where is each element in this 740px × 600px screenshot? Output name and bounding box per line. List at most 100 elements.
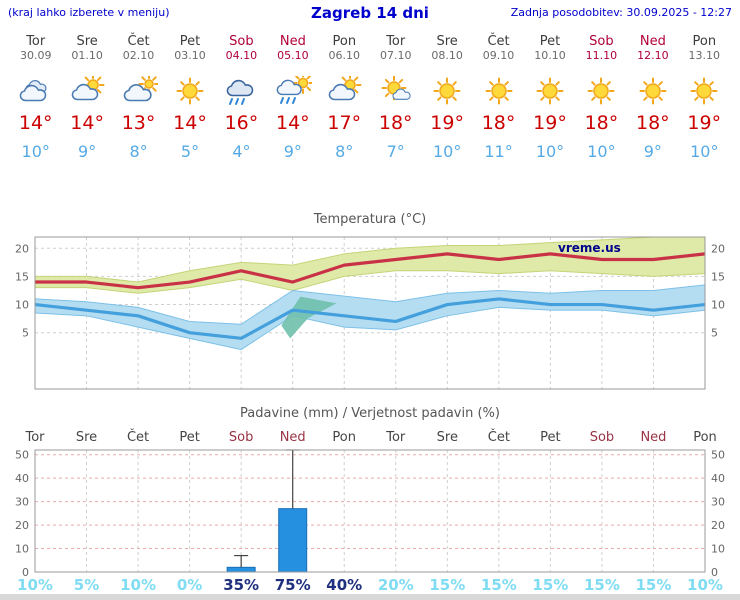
precipitation-chart: 0 0 10 10 20 20 30 30 40 40 50 50 bbox=[15, 449, 725, 579]
precip-probability: 15% bbox=[635, 576, 672, 594]
watermark: vreme.us bbox=[558, 241, 621, 255]
day-name: Ned bbox=[639, 34, 666, 49]
weather-icon-slot bbox=[370, 75, 421, 108]
svg-text:20: 20 bbox=[711, 519, 725, 532]
svg-text:20: 20 bbox=[15, 519, 29, 532]
horizontal-scrollbar[interactable] bbox=[0, 594, 740, 600]
forecast-day: Ned 05.10 14° 9° bbox=[267, 34, 318, 164]
day-date: 02.10 bbox=[122, 49, 155, 62]
svg-text:15: 15 bbox=[711, 270, 725, 283]
forecast-day: Sob 11.10 18° 10° bbox=[576, 34, 627, 164]
precip-probability: 15% bbox=[480, 576, 517, 594]
forecast-day: Pet 03.10 14° 5° bbox=[164, 34, 215, 164]
sunny-icon bbox=[485, 77, 513, 105]
temp-high: 19° bbox=[430, 112, 464, 134]
day-name: Pon bbox=[692, 34, 717, 49]
forecast-day: Čet 02.10 13° 8° bbox=[113, 34, 164, 164]
sun-rain-icon bbox=[276, 72, 314, 104]
day-date: 09.10 bbox=[482, 49, 515, 62]
weather-icon-slot bbox=[473, 76, 524, 108]
day-name: Čet bbox=[487, 34, 510, 49]
partly-cloudy-icon bbox=[328, 73, 362, 101]
temperatura-min-line bbox=[35, 297, 705, 340]
temp-high: 19° bbox=[687, 112, 722, 134]
precip-day-label: Sre bbox=[75, 430, 98, 445]
temp-low: 10° bbox=[587, 142, 616, 161]
day-date: 12.10 bbox=[637, 49, 669, 62]
precip-bar bbox=[226, 566, 256, 573]
day-date: 11.10 bbox=[585, 49, 618, 62]
day-date: 10.10 bbox=[534, 49, 566, 62]
temp-low: 10° bbox=[535, 142, 565, 161]
temp-low: 7° bbox=[386, 142, 405, 161]
precip-day-label: Sob bbox=[589, 430, 615, 445]
temp-high: 17° bbox=[327, 112, 362, 134]
precip-probability: 20% bbox=[377, 576, 414, 594]
temperature-chart-title: Temperatura (°C) bbox=[313, 212, 427, 227]
weather-icon-slot bbox=[627, 76, 678, 108]
temp-low: 8° bbox=[129, 142, 148, 161]
svg-text:5: 5 bbox=[711, 327, 718, 340]
temperatura-max-line bbox=[35, 252, 705, 290]
rain-icon bbox=[227, 79, 254, 105]
precip-probability: 75% bbox=[274, 576, 311, 594]
precip-day-label: Pet bbox=[179, 430, 200, 445]
temp-high: 18° bbox=[378, 112, 413, 134]
sunny-icon bbox=[690, 77, 718, 105]
sunny-icon bbox=[639, 77, 667, 105]
svg-text:50: 50 bbox=[15, 449, 29, 462]
precip-day-label: Ned bbox=[640, 430, 667, 445]
svg-text:50: 50 bbox=[711, 449, 725, 462]
svg-text:20: 20 bbox=[711, 242, 725, 255]
weather-icon-slot bbox=[319, 73, 370, 108]
precip-probability: 5% bbox=[73, 576, 100, 594]
partly-cloudy-icon bbox=[71, 73, 105, 101]
temp-high: 14° bbox=[70, 112, 104, 134]
svg-text:10: 10 bbox=[711, 299, 725, 312]
forecast-day: Tor 30.09 14° 10° bbox=[10, 34, 61, 164]
temp-low: 10° bbox=[432, 142, 462, 161]
svg-text:5: 5 bbox=[22, 327, 29, 340]
precipitation-chart-title: Padavine (mm) / Verjetnost padavin (%) bbox=[240, 406, 500, 421]
cloudy-icon bbox=[19, 80, 47, 102]
precip-day-label: Pet bbox=[540, 430, 561, 445]
svg-text:20: 20 bbox=[15, 242, 29, 255]
day-name: Ned bbox=[279, 34, 306, 49]
temp-high: 13° bbox=[121, 112, 156, 134]
forecast-day: Pon 13.10 19° 10° bbox=[679, 34, 730, 164]
precip-probability: 40% bbox=[326, 576, 363, 594]
svg-text:10: 10 bbox=[15, 543, 29, 556]
svg-text:10: 10 bbox=[711, 543, 725, 556]
band-overlap-patch bbox=[281, 296, 337, 339]
page-title: Zagreb 14 dni bbox=[311, 4, 429, 22]
day-date: 07.10 bbox=[379, 49, 412, 62]
sunny-icon bbox=[587, 77, 615, 105]
weather-icon-slot bbox=[61, 73, 112, 108]
precip-day-label: Ned bbox=[279, 430, 306, 445]
temp-high: 14° bbox=[276, 112, 310, 134]
precip-day-label: Tor bbox=[386, 430, 406, 445]
temp-high: 18° bbox=[636, 112, 670, 134]
precip-day-label: Čet bbox=[126, 430, 150, 445]
precip-probability: 10% bbox=[17, 576, 53, 594]
precip-day-label: Čet bbox=[487, 430, 510, 445]
precip-day-label: Tor bbox=[25, 430, 45, 445]
weather-icon-slot bbox=[10, 76, 61, 108]
precip-probability: 0% bbox=[176, 576, 203, 594]
day-date: 06.10 bbox=[328, 49, 361, 62]
day-name: Sre bbox=[76, 34, 98, 49]
precip-probability: 10% bbox=[120, 576, 157, 594]
day-date: 04.10 bbox=[225, 49, 258, 62]
svg-text:30: 30 bbox=[711, 496, 725, 509]
precip-day-label: Sob bbox=[228, 430, 254, 445]
precip-day-label: Pon bbox=[332, 430, 356, 445]
day-name: Tor bbox=[386, 34, 406, 49]
svg-text:30: 30 bbox=[15, 496, 29, 509]
temp-low: 5° bbox=[180, 142, 200, 161]
forecast-day: Sob 04.10 16° 4° bbox=[216, 34, 267, 164]
temp-low: 8° bbox=[335, 142, 354, 161]
svg-text:10: 10 bbox=[15, 299, 29, 312]
weather-icon-slot bbox=[216, 76, 267, 108]
precip-bar bbox=[278, 508, 308, 573]
